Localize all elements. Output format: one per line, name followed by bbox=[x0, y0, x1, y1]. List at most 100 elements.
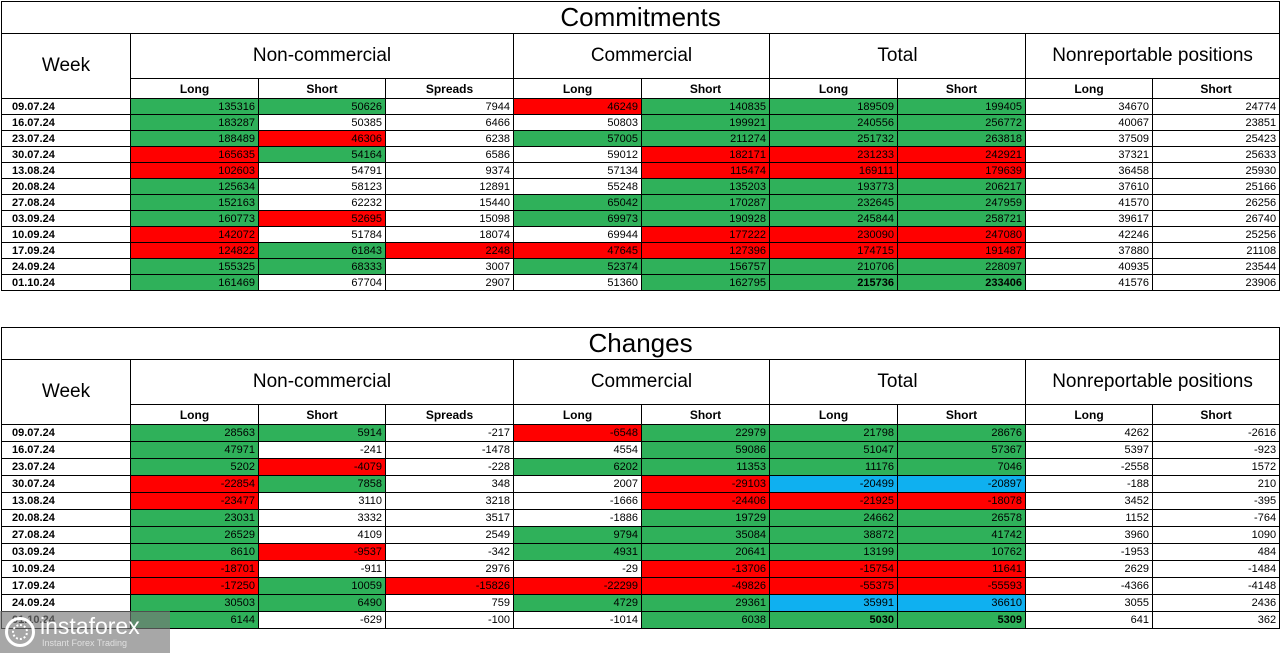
value-cell: 37610 bbox=[1025, 178, 1153, 195]
week-cell: 23.07.24 bbox=[1, 458, 131, 476]
value-cell: 5030 bbox=[769, 611, 898, 629]
value-cell: 52374 bbox=[513, 258, 642, 275]
week-cell: 27.08.24 bbox=[1, 194, 131, 211]
week-cell: 03.09.24 bbox=[1, 210, 131, 227]
sub-header-spreads: Spreads bbox=[385, 404, 514, 425]
value-cell: 4931 bbox=[513, 543, 642, 561]
sub-header-long: Long bbox=[130, 404, 259, 425]
value-cell: 140835 bbox=[641, 98, 770, 115]
week-header: Week bbox=[1, 359, 131, 425]
value-cell: 2907 bbox=[385, 274, 514, 291]
table-row: 23.07.24 5202 -4079 -228 6202 11353 11176 7046-… bbox=[1, 458, 1280, 476]
table-row: 24.09.24 30503 6490 759 4729 29361 35991 36610 3… bbox=[1, 594, 1280, 612]
value-cell: 57005 bbox=[513, 130, 642, 147]
value-cell: 5397 bbox=[1025, 441, 1153, 459]
table-row: 03.09.24 160773 52695 15098 69973 190928 24584… bbox=[1, 210, 1280, 227]
value-cell: 183287 bbox=[130, 114, 259, 131]
value-cell: -911 bbox=[258, 560, 386, 578]
value-cell: 34670 bbox=[1025, 98, 1153, 115]
value-cell: -23477 bbox=[130, 492, 259, 510]
value-cell: 25166 bbox=[1151, 178, 1280, 195]
value-cell: 5914 bbox=[258, 424, 386, 442]
value-cell: 1090 bbox=[1151, 526, 1280, 544]
value-cell: 28563 bbox=[130, 424, 259, 442]
value-cell: 54164 bbox=[258, 146, 386, 163]
value-cell: 190928 bbox=[641, 210, 770, 227]
value-cell: -9537 bbox=[258, 543, 386, 561]
value-cell: 23851 bbox=[1151, 114, 1280, 131]
group-header-nonreportable: Nonreportable positions bbox=[1024, 33, 1280, 79]
table-row: 01.10.24 161469 67704 2907 51360 162795 215736… bbox=[1, 274, 1280, 291]
table-row: 30.07.24 165635 54164 6586 59012 182171 231233… bbox=[1, 146, 1280, 163]
value-cell: 6238 bbox=[385, 130, 514, 147]
value-cell: 240556 bbox=[769, 114, 898, 131]
group-header-total: Total bbox=[769, 33, 1026, 79]
value-cell: 230090 bbox=[769, 226, 898, 243]
value-cell: 35991 bbox=[769, 594, 898, 612]
sub-header-short: Short bbox=[1151, 78, 1280, 99]
commitments-rows: 09.07.24 135316 50626 7944 46249 140835 189509… bbox=[1, 98, 1280, 291]
value-cell: 69944 bbox=[513, 226, 642, 243]
value-cell: 170287 bbox=[641, 194, 770, 211]
table-row: 23.07.24 188489 46306 6238 57005 211274 251732… bbox=[1, 130, 1280, 147]
value-cell: -1666 bbox=[513, 492, 642, 510]
value-cell: 54791 bbox=[258, 162, 386, 179]
value-cell: 28676 bbox=[897, 424, 1026, 442]
value-cell: 69973 bbox=[513, 210, 642, 227]
value-cell: 179639 bbox=[897, 162, 1026, 179]
value-cell: 6038 bbox=[641, 611, 770, 629]
sub-header-short: Short bbox=[641, 78, 770, 99]
week-cell: 13.08.24 bbox=[1, 492, 131, 510]
value-cell: -20897 bbox=[897, 475, 1026, 493]
group-header-non-commercial: Non-commercial bbox=[130, 359, 514, 405]
table-row: 10.09.24 -18701 -911 2976 -29 -13706 -15754 116… bbox=[1, 560, 1280, 578]
value-cell: -18701 bbox=[130, 560, 259, 578]
value-cell: 210 bbox=[1151, 475, 1280, 493]
value-cell: 2549 bbox=[385, 526, 514, 544]
value-cell: 23544 bbox=[1151, 258, 1280, 275]
value-cell: 211274 bbox=[641, 130, 770, 147]
value-cell: -1953 bbox=[1025, 543, 1153, 561]
value-cell: 67704 bbox=[258, 274, 386, 291]
week-header: Week bbox=[1, 33, 131, 99]
value-cell: 160773 bbox=[130, 210, 259, 227]
value-cell: 125634 bbox=[130, 178, 259, 195]
week-cell: 23.07.24 bbox=[1, 130, 131, 147]
value-cell: 127396 bbox=[641, 242, 770, 259]
value-cell: -228 bbox=[385, 458, 514, 476]
value-cell: 41570 bbox=[1025, 194, 1153, 211]
value-cell: 199405 bbox=[897, 98, 1026, 115]
table-row: 09.07.24 135316 50626 7944 46249 140835 189509… bbox=[1, 98, 1280, 115]
week-cell: 09.07.24 bbox=[1, 98, 131, 115]
value-cell: 759 bbox=[385, 594, 514, 612]
table-row: 24.09.24 155325 68333 3007 52374 156757 210706… bbox=[1, 258, 1280, 275]
value-cell: 25930 bbox=[1151, 162, 1280, 179]
value-cell: 11176 bbox=[769, 458, 898, 476]
table-row: 13.08.24 -23477 3110 3218 -1666 -24406 -21925-… bbox=[1, 492, 1280, 510]
value-cell: 50385 bbox=[258, 114, 386, 131]
value-cell: 13199 bbox=[769, 543, 898, 561]
value-cell: 348 bbox=[385, 475, 514, 493]
table-row: 03.09.24 8610 -9537 -342 4931 20641 13199 10762… bbox=[1, 543, 1280, 561]
group-header-nonreportable: Nonreportable positions bbox=[1024, 359, 1280, 405]
value-cell: 51360 bbox=[513, 274, 642, 291]
value-cell: 155325 bbox=[130, 258, 259, 275]
value-cell: 65042 bbox=[513, 194, 642, 211]
value-cell: 25423 bbox=[1151, 130, 1280, 147]
value-cell: -13706 bbox=[641, 560, 770, 578]
value-cell: 156757 bbox=[641, 258, 770, 275]
value-cell: 7858 bbox=[258, 475, 386, 493]
changes-rows: 09.07.24 28563 5914 -217 -6548 22979 21798 2867… bbox=[1, 424, 1280, 629]
table-row: 10.09.24 142072 51784 18074 69944 177222 23009… bbox=[1, 226, 1280, 243]
value-cell: 12891 bbox=[385, 178, 514, 195]
value-cell: 256772 bbox=[897, 114, 1026, 131]
table-row: 09.07.24 28563 5914 -217 -6548 22979 21798 2867… bbox=[1, 424, 1280, 442]
value-cell: 6586 bbox=[385, 146, 514, 163]
week-cell: 30.07.24 bbox=[1, 146, 131, 163]
value-cell: 228097 bbox=[897, 258, 1026, 275]
changes-table: Changes Week Non-commercial Commercial T… bbox=[0, 327, 1280, 629]
value-cell: 189509 bbox=[769, 98, 898, 115]
sub-header-short: Short bbox=[897, 78, 1026, 99]
value-cell: -17250 bbox=[130, 577, 259, 595]
value-cell: 15440 bbox=[385, 194, 514, 211]
